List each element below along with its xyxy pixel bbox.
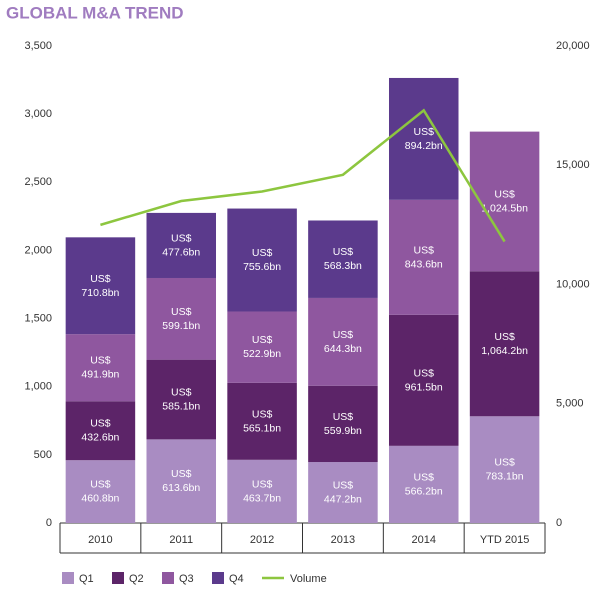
- data-label: US$ 843.6bn: [405, 244, 443, 270]
- bar-segment: [469, 271, 540, 417]
- data-label: US$ 644.3bn: [324, 329, 362, 355]
- data-label: US$ 460.8bn: [81, 478, 119, 504]
- y-tick-label: 2,500: [24, 176, 52, 188]
- x-tick-label: 2014: [412, 534, 436, 546]
- x-tick-label: 2012: [250, 534, 274, 546]
- bar-segment: [65, 460, 136, 523]
- bar-segment: [308, 220, 378, 298]
- bar-segment: [469, 416, 540, 523]
- data-label: US$ 566.2bn: [405, 471, 443, 497]
- bar-segment: [308, 297, 378, 386]
- legend-swatch: [112, 572, 124, 584]
- bar-segment: [227, 382, 297, 460]
- y2-tick-label: 15,000: [556, 159, 590, 171]
- y-tick-label: 1,000: [24, 381, 52, 393]
- data-label: US$ 522.9bn: [243, 334, 281, 360]
- x-tick-label: 2010: [88, 534, 112, 546]
- y-tick-label: 3,500: [24, 40, 52, 52]
- data-label: US$ 585.1bn: [162, 386, 200, 412]
- bar-segment: [146, 212, 217, 278]
- data-label: US$ 447.2bn: [324, 479, 362, 505]
- data-label: US$ 755.6bn: [243, 247, 281, 273]
- bar-segment: [469, 131, 540, 272]
- bar-segment: [388, 77, 459, 200]
- bar-segment: [388, 314, 459, 446]
- bar-segment: [308, 385, 378, 463]
- bar-segment: [146, 439, 217, 523]
- data-label: US$ 432.6bn: [81, 418, 119, 444]
- legend-swatch: [162, 572, 174, 584]
- data-label: US$ 1,024.5bn: [481, 188, 528, 214]
- data-label: US$ 710.8bn: [81, 273, 119, 299]
- x-tick-label: YTD 2015: [480, 534, 530, 546]
- data-label: US$ 894.2bn: [405, 126, 443, 152]
- x-tick-label: 2011: [169, 534, 193, 546]
- data-label: US$ 1,064.2bn: [481, 331, 528, 357]
- bar-segment: [146, 359, 217, 440]
- y-tick-label: 0: [46, 517, 52, 529]
- bar-segment: [308, 462, 378, 523]
- legend-label: Q4: [229, 573, 244, 585]
- legend-label: Q3: [179, 573, 194, 585]
- legend-label: Q1: [79, 573, 94, 585]
- bar-segment: [227, 459, 297, 523]
- data-label: US$ 783.1bn: [486, 456, 524, 482]
- legend-label: Q2: [129, 573, 144, 585]
- bar-segment: [65, 401, 136, 461]
- bar-segment: [65, 334, 136, 402]
- bar-segment: [65, 237, 136, 335]
- y2-tick-label: 5,000: [556, 398, 584, 410]
- y2-tick-label: 20,000: [556, 40, 590, 52]
- legend-label: Volume: [290, 573, 327, 585]
- data-label: US$ 491.9bn: [81, 355, 119, 381]
- y2-tick-label: 0: [556, 517, 562, 529]
- data-label: US$ 599.1bn: [162, 306, 200, 332]
- y2-tick-label: 10,000: [556, 278, 590, 290]
- data-label: US$ 613.6bn: [162, 468, 200, 494]
- data-label: US$ 565.1bn: [243, 408, 281, 434]
- y-tick-label: 1,500: [24, 312, 52, 324]
- bar-segment: [227, 208, 297, 312]
- bar-segment: [388, 445, 459, 523]
- x-tick-label: 2013: [331, 534, 355, 546]
- y-tick-label: 2,000: [24, 244, 52, 256]
- y-tick-label: 3,000: [24, 108, 52, 120]
- bar-segment: [388, 199, 459, 315]
- legend-swatch: [62, 572, 74, 584]
- bar-segment: [227, 311, 297, 383]
- chart-title: GLOBAL M&A TREND: [6, 3, 184, 22]
- y-tick-label: 500: [34, 449, 52, 461]
- data-label: US$ 568.3bn: [324, 246, 362, 272]
- data-label: US$ 463.7bn: [243, 478, 281, 504]
- volume-line: [100, 108, 506, 243]
- bar-segment: [146, 277, 217, 360]
- data-label: US$ 961.5bn: [405, 367, 443, 393]
- legend-swatch: [212, 572, 224, 584]
- data-label: US$ 559.9bn: [324, 411, 362, 437]
- data-label: US$ 477.6bn: [162, 232, 200, 258]
